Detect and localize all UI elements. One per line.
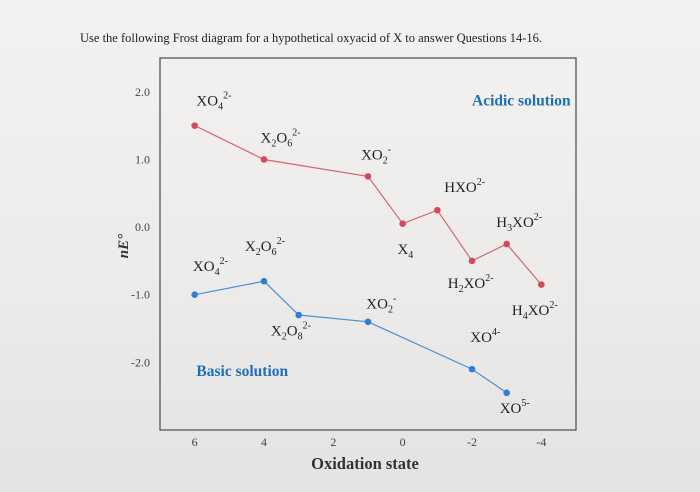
species-label: XO2-: [361, 144, 391, 166]
species-label: X4: [397, 242, 413, 261]
y-tick-label: -2.0: [131, 355, 150, 369]
species-label: HXO2-: [444, 177, 485, 196]
x-tick-label: -2: [467, 435, 477, 449]
data-series: [191, 122, 545, 397]
acidic-solution-point: [399, 220, 406, 228]
y-tick-labels: 2.0 1.0 0.0 -1.0 -2.0: [131, 85, 150, 370]
x-tick-label: 4: [261, 435, 267, 449]
x-tick-label: 2: [330, 435, 336, 449]
solution-label: Basic solution: [196, 363, 288, 380]
x-tick-label: 0: [400, 435, 406, 449]
acidic-solution-point: [434, 206, 441, 214]
question-text: Use the following Frost diagram for a hy…: [80, 31, 542, 45]
basic-solution-point: [468, 365, 476, 373]
y-tick-label: 1.0: [135, 152, 150, 166]
species-label: H4XO2-: [512, 300, 558, 322]
y-tick-label: 0.0: [135, 220, 150, 234]
acidic-solution-point: [364, 173, 372, 180]
acidic-solution-point: [503, 240, 510, 248]
species-label: XO5-: [500, 398, 530, 417]
species-label: X2O82-: [271, 320, 311, 342]
y-tick-label: -1.0: [131, 288, 150, 302]
y-tick-label: 2.0: [135, 85, 150, 99]
acidic-solution-line: [194, 125, 542, 285]
species-label: H3XO2-: [496, 212, 542, 234]
basic-solution-point: [191, 291, 198, 299]
x-tick-label: 6: [192, 435, 198, 449]
x-axis-label: Oxidation state: [311, 454, 419, 473]
species-labels: XO42- X2O62- XO2- HXO2- H3XO2- X4 X2O62- XO42- H…: [193, 90, 571, 417]
y-axis-label: nE°: [116, 234, 132, 258]
species-label: XO4-: [470, 327, 500, 346]
species-label: H2XO2-: [448, 273, 494, 295]
acidic-solution-point: [260, 156, 268, 163]
basic-solution-point: [503, 389, 510, 397]
acidic-solution-point: [191, 122, 198, 129]
solution-label: Acidic solution: [472, 92, 571, 109]
acidic-solution-point: [468, 257, 476, 265]
acidic-solution-point: [538, 281, 545, 288]
x-tick-label: -4: [536, 435, 546, 449]
basic-solution-point: [260, 277, 268, 285]
species-label: XO42-: [193, 256, 228, 278]
x-tick-labels: 6 4 2 0 -2 -4: [192, 435, 547, 449]
species-label: X2O62-: [261, 128, 301, 150]
basic-solution-line: [194, 280, 508, 394]
basic-solution-point: [364, 318, 372, 326]
plot-frame: [159, 57, 577, 431]
basic-solution-point: [295, 311, 302, 319]
species-label: XO42-: [196, 90, 231, 112]
species-label: X2O62-: [245, 236, 285, 258]
species-label: XO2-: [366, 293, 396, 315]
